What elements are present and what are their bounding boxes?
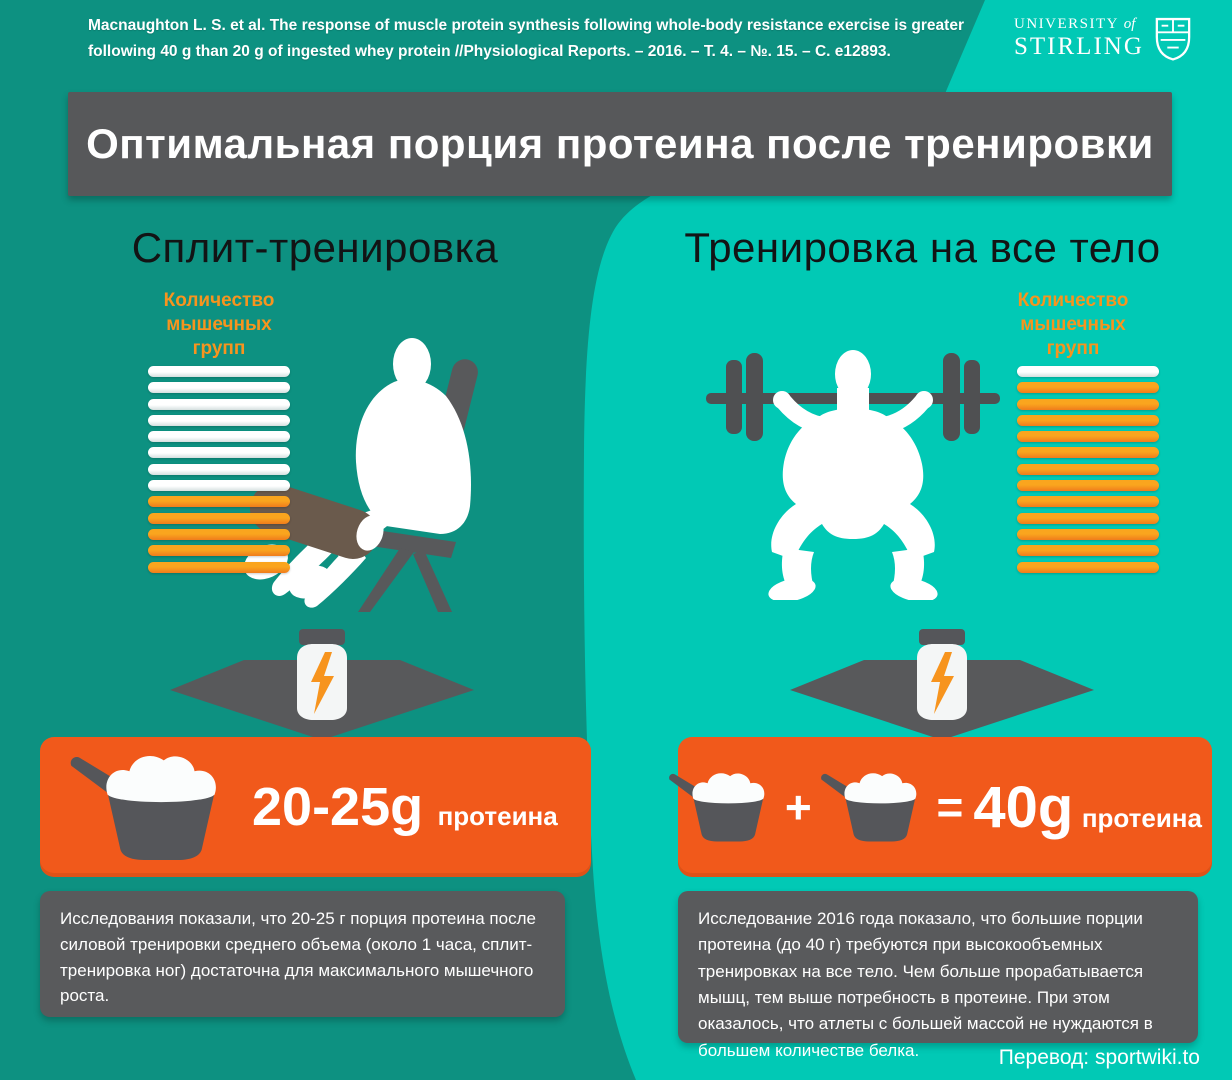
- right-muscle-count-label: Количество мышечных групп: [988, 289, 1158, 361]
- lightning-bolt-icon: [931, 652, 954, 714]
- label-line: мышечных: [1020, 314, 1126, 335]
- footer-credit: Перевод: sportwiki.to: [998, 1046, 1200, 1069]
- muscle-group-bar-orange: [148, 528, 290, 540]
- university-logo: UNIVERSITY of STIRLING: [1014, 16, 1214, 62]
- protein-jar-icon: [917, 629, 967, 720]
- title-banner: Оптимальная порция протеина после тренир…: [68, 92, 1172, 196]
- left-dose-badge: 20-25g протеина: [40, 737, 591, 877]
- muscle-group-bar-orange: [1017, 398, 1159, 410]
- muscle-group-bar-orange: [1017, 561, 1159, 573]
- logo-word-stirling: STIRLING: [1014, 33, 1144, 61]
- muscle-group-bar-orange: [1017, 447, 1159, 459]
- scoop-icon: [669, 773, 765, 842]
- scoop-icon: [70, 755, 216, 860]
- muscle-group-bar-white: [1017, 366, 1159, 377]
- muscle-group-bar-orange: [1017, 414, 1159, 426]
- muscle-group-bar-orange: [1017, 545, 1159, 557]
- dose-amount: 40g: [973, 774, 1074, 840]
- dose-amount: 20-25g: [252, 777, 424, 837]
- muscle-group-bar-orange: [148, 545, 290, 557]
- muscle-group-bar-white: [148, 447, 290, 459]
- left-description-box: Исследования показали, что 20-25 г порци…: [40, 891, 565, 1017]
- lightning-bolt-icon: [311, 652, 334, 714]
- muscle-group-bar-orange: [148, 561, 290, 573]
- right-description-box: Исследование 2016 года показало, что бол…: [678, 891, 1198, 1060]
- muscle-group-bar-orange: [1017, 512, 1159, 524]
- right-dose-badge: + = 40g протеина: [669, 737, 1212, 877]
- left-muscle-count-label: Количество мышечных групп: [134, 289, 304, 361]
- logo-word-of: of: [1123, 16, 1136, 32]
- muscle-group-bar-white: [148, 382, 290, 394]
- muscle-group-bar-white: [148, 463, 290, 475]
- dose-unit: протеина: [1081, 802, 1202, 833]
- muscle-group-bar-orange: [1017, 528, 1159, 540]
- page-title: Оптимальная порция протеина после тренир…: [86, 120, 1154, 167]
- muscle-group-bar-orange: [148, 512, 290, 524]
- protein-jar-icon: [297, 629, 347, 720]
- muscle-group-bar-orange: [1017, 382, 1159, 394]
- university-logo-text: UNIVERSITY of STIRLING: [1014, 16, 1144, 62]
- right-column-header: Тренировка на все тело: [684, 224, 1161, 271]
- right-muscle-group-bars: [1017, 366, 1159, 573]
- citation-text: Macnaughton L. S. et al. The response of…: [88, 13, 968, 65]
- muscle-group-bar-orange: [148, 496, 290, 508]
- citation-line-1: Macnaughton L. S. et al. The response of…: [88, 17, 964, 34]
- equals-sign: =: [936, 781, 964, 833]
- citation-line-2: following 40 g than 20 g of ingested whe…: [88, 43, 891, 60]
- muscle-group-bar-white: [148, 398, 290, 410]
- label-line: Количество: [163, 290, 275, 311]
- plus-sign: +: [784, 781, 812, 833]
- label-line: групп: [192, 338, 246, 359]
- dose-text: 20-25g протеина: [252, 776, 558, 838]
- dose-text: 40g протеина: [973, 774, 1202, 841]
- barbell-plates: [726, 353, 980, 441]
- stirling-crest-icon: [1155, 17, 1191, 61]
- label-line: групп: [1046, 338, 1100, 359]
- label-line: мышечных: [166, 314, 272, 335]
- muscle-group-bar-white: [148, 366, 290, 377]
- muscle-group-bar-orange: [1017, 480, 1159, 492]
- muscle-group-bar-white: [148, 431, 290, 443]
- muscle-group-bar-orange: [1017, 431, 1159, 443]
- label-line: Количество: [1017, 290, 1129, 311]
- barbell-squat-illustration: [706, 350, 1000, 600]
- dose-unit: протеина: [437, 801, 558, 831]
- scoop-icon: [820, 773, 917, 842]
- logo-word-university: UNIVERSITY: [1014, 16, 1119, 32]
- left-muscle-group-bars: [148, 366, 290, 573]
- muscle-group-bar-white: [148, 480, 290, 492]
- muscle-group-bar-orange: [1017, 463, 1159, 475]
- muscle-group-bar-orange: [1017, 496, 1159, 508]
- muscle-group-bar-white: [148, 414, 290, 426]
- left-column-header: Сплит-тренировка: [131, 224, 499, 271]
